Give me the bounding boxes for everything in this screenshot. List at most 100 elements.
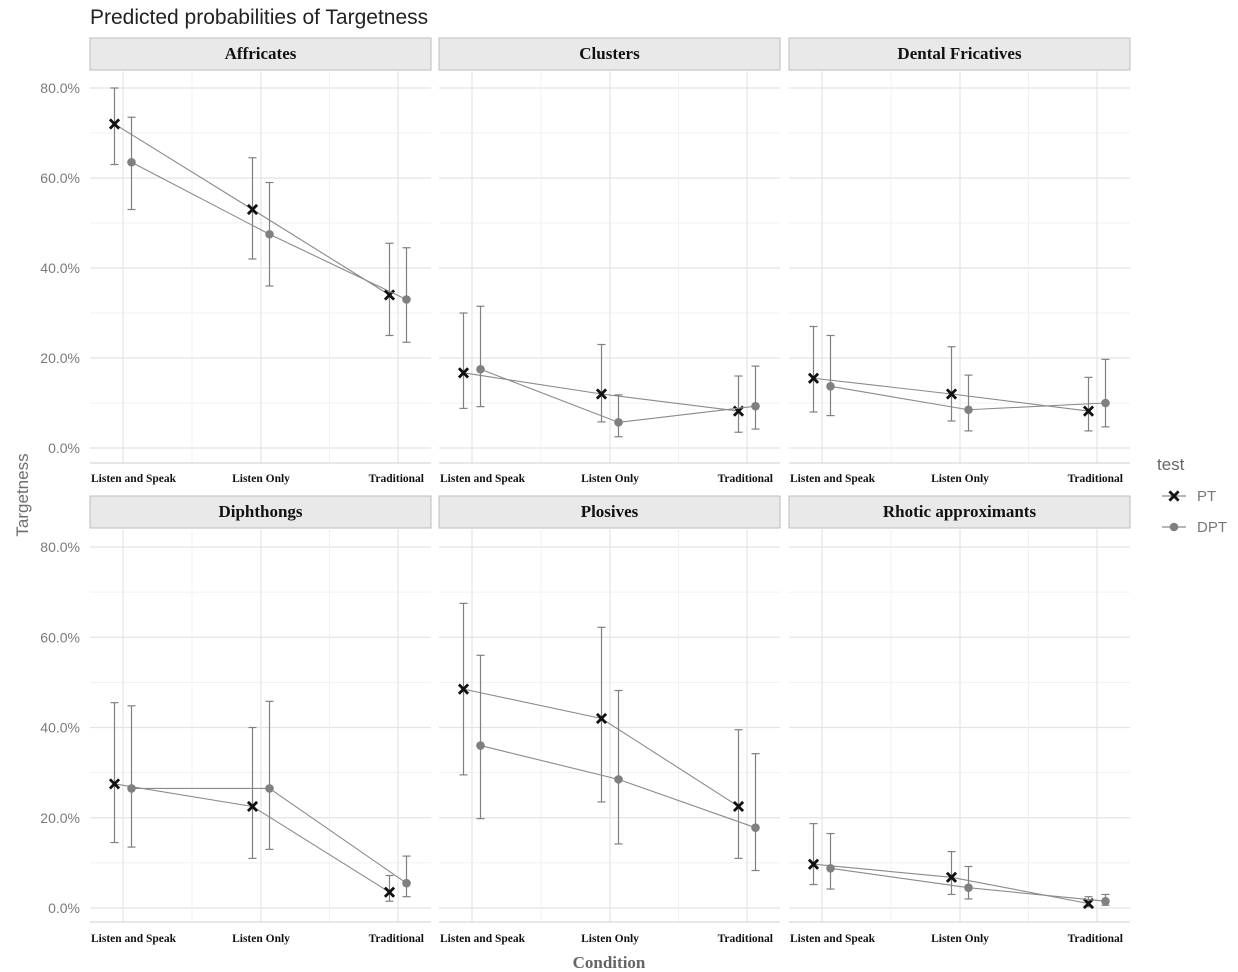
error-bar-dpt [614,689,623,845]
point-pt [945,388,958,400]
panel-plosives: Plosives Listen and Speak Listen Only Tradi… [438,495,781,945]
x-tick-label: Listen and Speak [790,933,876,945]
point-pt-stroke-b [383,289,396,301]
chart-title: Predicted probabilities of Targetness [90,6,428,29]
legend-key-x-stroke-b [1168,490,1180,502]
error-bar-pt [110,87,119,166]
panel-title-diphthongs: Diphthongs [218,502,302,521]
y-tick-label: 40.0% [40,720,80,736]
x-tick-label: Traditional [369,933,424,945]
legend-label-dpt: DPT [1197,519,1227,536]
panel-title-rhotic-approximants: Rhotic approximants [883,502,1037,521]
y-tick-label: 20.0% [40,810,80,826]
point-pt [807,372,820,384]
point-pt [457,683,470,695]
x-tick-label: Listen Only [232,933,290,945]
panel-rhotic-approximants: Rhotic approximants Listen and Speak Liste… [788,495,1131,945]
point-dpt [476,364,485,374]
series-pt-affricates [108,87,396,337]
error-bar-dpt [127,705,136,848]
point-pt [246,203,259,216]
point-pt [732,800,745,813]
point-pt-stroke-b [595,712,608,725]
x-tick-label: Listen Only [581,933,639,945]
panel-strip-affricates [89,37,432,71]
legend: test PT DPT [1157,455,1227,536]
error-bar-pt [248,726,257,859]
x-tick-label: Traditional [1068,933,1123,945]
series-pt-plosives [457,602,745,859]
y-tick-label: 20.0% [40,350,80,366]
error-bar-dpt [826,832,835,890]
series-dpt-dental-fricatives [826,334,1110,432]
panel-dental-fricatives: Dental Fricatives Listen and Speak Listen … [788,37,1131,485]
series-dpt-affricates [127,116,411,343]
point-dpt [265,784,274,793]
panel-title-dental-fricatives: Dental Fricatives [897,44,1022,63]
point-dpt [964,883,973,892]
series-dpt-plosives [476,654,760,872]
error-bar-dpt [751,753,760,872]
point-pt-stroke-b [1082,405,1095,417]
point-pt [457,367,470,379]
x-tick-label: Traditional [1068,473,1123,485]
panel-diphthongs: Diphthongs 0.0% 20.0% 40.0% 60.0% 80.0% Listen… [40,495,432,945]
series-pt-dental-fricatives [807,325,1095,432]
grid-diphthongs [90,528,431,923]
grid-plosives [439,528,780,923]
grid-affricates [90,70,431,464]
point-dpt [402,295,411,304]
panel-title-clusters: Clusters [579,44,640,63]
x-tick-label: Listen Only [931,473,989,485]
point-pt-stroke-b [457,683,470,695]
point-pt [945,871,958,883]
legend-label-pt: PT [1197,488,1216,505]
y-tick-label: 60.0% [40,170,80,186]
legend-key-x [1168,490,1180,502]
point-dpt [614,418,623,427]
error-bar-pt [459,312,468,409]
point-pt-stroke-b [945,871,958,883]
facet-panels: Affricates 0.0% 20.0% 40.0% 60.0% 80.0% Listen… [40,37,1131,945]
x-tick-label: Listen Only [931,933,989,945]
series-pt-diphthongs [108,702,396,902]
point-dpt [964,405,973,415]
grid-dental-fricatives [789,70,1130,464]
error-bar-dpt [751,365,760,430]
error-bar-pt [734,375,743,433]
point-pt-stroke-b [732,800,745,813]
series-dpt-diphthongs [127,700,411,898]
point-pt-stroke-b [457,367,470,379]
point-dpt [265,229,274,239]
grid-clusters [439,70,780,464]
x-tick-label: Traditional [718,933,773,945]
x-tick-label: Traditional [369,473,424,485]
panel-title-plosives: Plosives [581,502,639,521]
point-pt [595,712,608,725]
error-bar-dpt [476,305,485,408]
error-bar-dpt [826,334,835,417]
error-bar-pt [809,325,818,413]
point-pt [595,388,608,400]
point-pt-stroke-b [108,118,121,130]
point-dpt [751,823,760,832]
panel-strip-diphthongs [89,495,432,529]
error-bar-pt [947,346,956,422]
point-dpt [826,863,835,873]
error-bar-pt [947,850,956,896]
y-tick-label: 60.0% [40,629,80,645]
x-tick-label: Listen and Speak [790,473,876,485]
point-pt [383,886,396,898]
error-bar-pt [734,729,743,859]
error-bar-dpt [1101,358,1110,428]
x-axis-title: Condition [573,953,646,972]
point-pt-stroke-b [945,388,958,400]
error-bar-pt [110,702,119,844]
point-pt-stroke-b [1082,897,1095,910]
y-tick-label: 80.0% [40,539,80,555]
x-tick-label: Listen Only [232,473,290,485]
error-bar-pt [597,626,606,803]
point-dpt [826,382,835,391]
y-tick-label: 0.0% [48,440,80,456]
